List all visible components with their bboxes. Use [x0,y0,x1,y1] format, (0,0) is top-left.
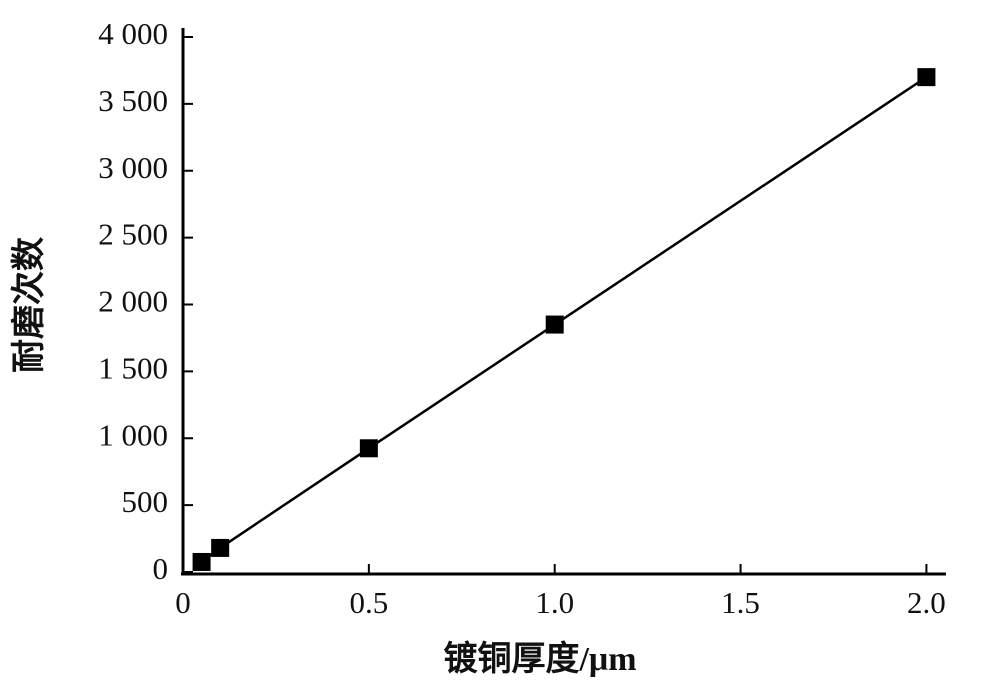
y-tick-label: 500 [122,484,169,519]
marker [211,538,230,557]
y-tick-label: 1 000 [98,417,168,452]
x-tick-label: 2.0 [907,585,946,620]
marker [192,552,211,571]
marker [545,315,564,334]
y-tick-label: 2 000 [98,284,168,319]
y-axis-title: 耐磨次数 [10,237,48,373]
y-tick-label: 3 500 [98,83,168,118]
marker [917,68,936,87]
x-tick-label: 0.5 [349,585,388,620]
x-tick-label: 0 [175,585,191,620]
y-tick-label: 0 [153,551,169,586]
y-tick-label: 4 000 [98,16,168,51]
y-tick-label: 1 500 [98,350,168,385]
y-tick-label: 3 000 [98,150,168,185]
y-tick-label: 2 500 [98,217,168,252]
x-tick-label: 1.0 [535,585,574,620]
x-tick-label: 1.5 [721,585,760,620]
x-axis-title: 镀铜厚度/μm [443,640,636,678]
series-line [200,76,928,563]
marker [359,439,378,458]
